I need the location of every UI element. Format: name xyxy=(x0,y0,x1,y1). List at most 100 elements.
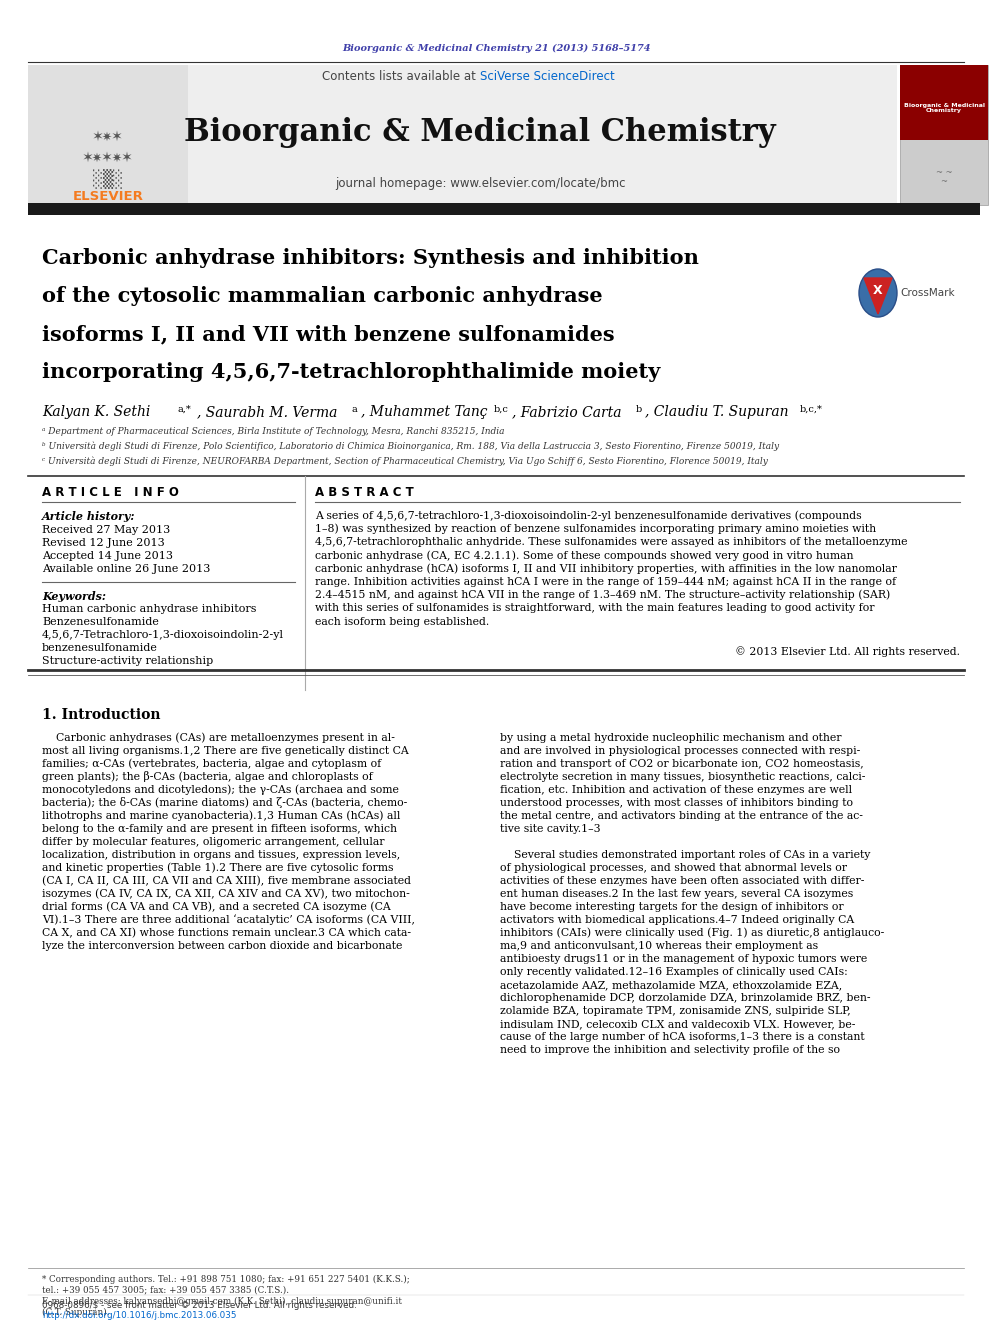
Text: belong to the α-family and are present in fifteen isoforms, which: belong to the α-family and are present i… xyxy=(42,824,397,833)
Text: isoforms I, II and VII with benzene sulfonamides: isoforms I, II and VII with benzene sulf… xyxy=(42,324,615,344)
Text: Kalyan K. Sethi: Kalyan K. Sethi xyxy=(42,405,151,419)
Text: cause of the large number of hCA isoforms,1–3 there is a constant: cause of the large number of hCA isoform… xyxy=(500,1032,865,1043)
Text: Structure-activity relationship: Structure-activity relationship xyxy=(42,656,213,665)
FancyBboxPatch shape xyxy=(28,65,897,205)
Text: journal homepage: www.elsevier.com/locate/bmc: journal homepage: www.elsevier.com/locat… xyxy=(334,176,625,189)
Text: Accepted 14 June 2013: Accepted 14 June 2013 xyxy=(42,550,173,561)
Text: ~ ~
~: ~ ~ ~ xyxy=(935,169,952,187)
Text: a,*: a,* xyxy=(178,405,191,414)
Text: Carbonic anhydrase inhibitors: Synthesis and inhibition: Carbonic anhydrase inhibitors: Synthesis… xyxy=(42,247,699,269)
Text: (C.T. Supuran).: (C.T. Supuran). xyxy=(42,1307,109,1316)
Text: understood processes, with most classes of inhibitors binding to: understood processes, with most classes … xyxy=(500,798,853,808)
Text: families; α-CAs (vertebrates, bacteria, algae and cytoplasm of: families; α-CAs (vertebrates, bacteria, … xyxy=(42,758,381,769)
Text: lithotrophs and marine cyanobacteria).1,3 Human CAs (hCAs) all: lithotrophs and marine cyanobacteria).1,… xyxy=(42,811,401,822)
Text: , Fabrizio Carta: , Fabrizio Carta xyxy=(512,405,622,419)
Text: ELSEVIER: ELSEVIER xyxy=(72,191,144,204)
Text: the metal centre, and activators binding at the entrance of the ac-: the metal centre, and activators binding… xyxy=(500,811,863,822)
Text: fication, etc. Inhibition and activation of these enzymes are well: fication, etc. Inhibition and activation… xyxy=(500,785,852,795)
Text: Bioorganic & Medicinal
Chemistry: Bioorganic & Medicinal Chemistry xyxy=(904,103,984,114)
Text: * Corresponding authors. Tel.: +91 898 751 1080; fax: +91 651 227 5401 (K.K.S.);: * Corresponding authors. Tel.: +91 898 7… xyxy=(42,1274,410,1283)
Text: carbonic anhydrase (CA, EC 4.2.1.1). Some of these compounds showed very good in: carbonic anhydrase (CA, EC 4.2.1.1). Som… xyxy=(315,550,853,561)
Text: inhibitors (CAIs) were clinically used (Fig. 1) as diuretic,8 antiglauco-: inhibitors (CAIs) were clinically used (… xyxy=(500,927,884,938)
Text: http://dx.doi.org/10.1016/j.bmc.2013.06.035: http://dx.doi.org/10.1016/j.bmc.2013.06.… xyxy=(42,1311,236,1320)
Text: green plants); the β-CAs (bacteria, algae and chloroplasts of: green plants); the β-CAs (bacteria, alga… xyxy=(42,771,373,782)
Text: © 2013 Elsevier Ltd. All rights reserved.: © 2013 Elsevier Ltd. All rights reserved… xyxy=(735,647,960,658)
Text: SciVerse ScienceDirect: SciVerse ScienceDirect xyxy=(480,70,615,83)
Text: ma,9 and anticonvulsant,10 whereas their employment as: ma,9 and anticonvulsant,10 whereas their… xyxy=(500,941,818,951)
Text: 4,5,6,7-tetrachlorophthalic anhydride. These sulfonamides were assayed as inhibi: 4,5,6,7-tetrachlorophthalic anhydride. T… xyxy=(315,537,908,548)
Text: Article history:: Article history: xyxy=(42,511,136,521)
Text: isozymes (CA IV, CA IX, CA XII, CA XIV and CA XV), two mitochon-: isozymes (CA IV, CA IX, CA XII, CA XIV a… xyxy=(42,889,410,900)
Text: tel.: +39 055 457 3005; fax: +39 055 457 3385 (C.T.S.).: tel.: +39 055 457 3005; fax: +39 055 457… xyxy=(42,1286,289,1294)
Text: differ by molecular features, oligomeric arrangement, cellular: differ by molecular features, oligomeric… xyxy=(42,837,385,847)
Text: localization, distribution in organs and tissues, expression levels,: localization, distribution in organs and… xyxy=(42,849,400,860)
Text: CrossMark: CrossMark xyxy=(900,288,954,298)
FancyBboxPatch shape xyxy=(28,202,980,216)
Text: a: a xyxy=(352,405,358,414)
Text: have become interesting targets for the design of inhibitors or: have become interesting targets for the … xyxy=(500,902,843,912)
Text: Contents lists available at: Contents lists available at xyxy=(322,70,480,83)
Text: E-mail addresses: kalyansedhi@gmail.com (K.K. Sethi), claudiu.supuran@unifi.it: E-mail addresses: kalyansedhi@gmail.com … xyxy=(42,1297,402,1306)
Text: , Saurabh M. Verma: , Saurabh M. Verma xyxy=(197,405,337,419)
Text: X: X xyxy=(873,284,883,298)
Text: zolamide BZA, topiramate TPM, zonisamide ZNS, sulpiride SLP,: zolamide BZA, topiramate TPM, zonisamide… xyxy=(500,1005,851,1016)
Text: Human carbonic anhydrase inhibitors: Human carbonic anhydrase inhibitors xyxy=(42,605,257,614)
Text: antibioesty drugs11 or in the management of hypoxic tumors were: antibioesty drugs11 or in the management… xyxy=(500,954,867,964)
Text: , Claudiu T. Supuran: , Claudiu T. Supuran xyxy=(645,405,789,419)
Text: monocotyledons and dicotyledons); the γ-CAs (archaea and some: monocotyledons and dicotyledons); the γ-… xyxy=(42,785,399,795)
Text: by using a metal hydroxide nucleophilic mechanism and other: by using a metal hydroxide nucleophilic … xyxy=(500,733,841,744)
FancyBboxPatch shape xyxy=(900,65,988,205)
Text: incorporating 4,5,6,7-tetrachlorophthalimide moiety: incorporating 4,5,6,7-tetrachlorophthali… xyxy=(42,363,661,382)
Text: Carbonic anhydrases (CAs) are metalloenzymes present in al-: Carbonic anhydrases (CAs) are metalloenz… xyxy=(42,733,395,744)
Text: (CA I, CA II, CA III, CA VII and CA XIII), five membrane associated: (CA I, CA II, CA III, CA VII and CA XIII… xyxy=(42,876,411,886)
Text: bacteria); the δ-CAs (marine diatoms) and ζ-CAs (bacteria, chemo-: bacteria); the δ-CAs (marine diatoms) an… xyxy=(42,798,408,808)
FancyBboxPatch shape xyxy=(28,65,188,205)
Text: lyze the interconversion between carbon dioxide and bicarbonate: lyze the interconversion between carbon … xyxy=(42,941,403,951)
Text: carbonic anhydrase (hCA) isoforms I, II and VII inhibitory properties, with affi: carbonic anhydrase (hCA) isoforms I, II … xyxy=(315,564,897,574)
Text: indisulam IND, celecoxib CLX and valdecoxib VLX. However, be-: indisulam IND, celecoxib CLX and valdeco… xyxy=(500,1019,855,1029)
Text: Available online 26 June 2013: Available online 26 June 2013 xyxy=(42,564,210,574)
Text: Keywords:: Keywords: xyxy=(42,590,106,602)
Text: drial forms (CA VA and CA VB), and a secreted CA isozyme (CA: drial forms (CA VA and CA VB), and a sec… xyxy=(42,902,391,913)
Text: A R T I C L E   I N F O: A R T I C L E I N F O xyxy=(42,486,179,499)
Text: b: b xyxy=(636,405,642,414)
Text: A series of 4,5,6,7-tetrachloro-1,3-dioxoisoindolin-2-yl benzenesulfonamide deri: A series of 4,5,6,7-tetrachloro-1,3-diox… xyxy=(315,511,862,521)
Text: range. Inhibition activities against hCA I were in the range of 159–444 nM; agai: range. Inhibition activities against hCA… xyxy=(315,577,896,587)
Text: ent human diseases.2 In the last few years, several CA isozymes: ent human diseases.2 In the last few yea… xyxy=(500,889,853,900)
Text: and are involved in physiological processes connected with respi-: and are involved in physiological proces… xyxy=(500,746,860,755)
Text: 4,5,6,7-Tetrachloro-1,3-dioxoisoindolin-2-yl: 4,5,6,7-Tetrachloro-1,3-dioxoisoindolin-… xyxy=(42,630,284,640)
Text: 1. Introduction: 1. Introduction xyxy=(42,708,161,722)
Text: Bioorganic & Medicinal Chemistry 21 (2013) 5168–5174: Bioorganic & Medicinal Chemistry 21 (201… xyxy=(342,44,650,53)
Text: electrolyte secretion in many tissues, biosynthetic reactions, calci-: electrolyte secretion in many tissues, b… xyxy=(500,773,865,782)
Text: need to improve the inhibition and selectivity profile of the so: need to improve the inhibition and selec… xyxy=(500,1045,840,1054)
Text: tive site cavity.1–3: tive site cavity.1–3 xyxy=(500,824,600,833)
Text: Bioorganic & Medicinal Chemistry: Bioorganic & Medicinal Chemistry xyxy=(185,118,776,148)
Text: only recently validated.12–16 Examples of clinically used CAIs:: only recently validated.12–16 Examples o… xyxy=(500,967,848,976)
Text: Several studies demonstrated important roles of CAs in a variety: Several studies demonstrated important r… xyxy=(500,849,870,860)
Text: Revised 12 June 2013: Revised 12 June 2013 xyxy=(42,538,165,548)
FancyBboxPatch shape xyxy=(900,65,988,140)
Text: ration and transport of CO2 or bicarbonate ion, CO2 homeostasis,: ration and transport of CO2 or bicarbona… xyxy=(500,759,864,769)
Text: b,c,*: b,c,* xyxy=(800,405,823,414)
Text: of the cytosolic mammalian carbonic anhydrase: of the cytosolic mammalian carbonic anhy… xyxy=(42,286,602,306)
Text: , Muhammet Tanç: , Muhammet Tanç xyxy=(361,405,487,419)
Text: activities of these enzymes have been often associated with differ-: activities of these enzymes have been of… xyxy=(500,876,864,886)
Text: dichlorophenamide DCP, dorzolamide DZA, brinzolamide BRZ, ben-: dichlorophenamide DCP, dorzolamide DZA, … xyxy=(500,994,871,1003)
Ellipse shape xyxy=(859,269,897,318)
Text: benzenesulfonamide: benzenesulfonamide xyxy=(42,643,158,654)
Text: 1–8) was synthesized by reaction of benzene sulfonamides incorporating primary a: 1–8) was synthesized by reaction of benz… xyxy=(315,524,876,534)
Text: activators with biomedical applications.4–7 Indeed originally CA: activators with biomedical applications.… xyxy=(500,916,854,925)
Text: VI).1–3 There are three additional ‘acatalytic’ CA isoforms (CA VIII,: VI).1–3 There are three additional ‘acat… xyxy=(42,914,415,925)
Polygon shape xyxy=(864,278,892,314)
Text: acetazolamide AAZ, methazolamide MZA, ethoxzolamide EZA,: acetazolamide AAZ, methazolamide MZA, et… xyxy=(500,980,842,990)
Text: with this series of sulfonamides is straightforward, with the main features lead: with this series of sulfonamides is stra… xyxy=(315,603,875,614)
Text: ᵇ Università degli Studi di Firenze, Polo Scientifico, Laboratorio di Chimica Bi: ᵇ Università degli Studi di Firenze, Pol… xyxy=(42,442,779,451)
Text: ᶜ Università degli Studi di Firenze, NEUROFARBA Department, Section of Pharmaceu: ᶜ Università degli Studi di Firenze, NEU… xyxy=(42,456,768,466)
Text: Benzenesulfonamide: Benzenesulfonamide xyxy=(42,617,159,627)
Text: of physiological processes, and showed that abnormal levels or: of physiological processes, and showed t… xyxy=(500,863,847,873)
Text: 0968-0896/$ - see front matter © 2013 Elsevier Ltd. All rights reserved.: 0968-0896/$ - see front matter © 2013 El… xyxy=(42,1301,357,1310)
Text: CA X, and CA XI) whose functions remain unclear.3 CA which cata-: CA X, and CA XI) whose functions remain … xyxy=(42,927,411,938)
Text: A B S T R A C T: A B S T R A C T xyxy=(315,486,414,499)
Text: Received 27 May 2013: Received 27 May 2013 xyxy=(42,525,171,534)
Text: most all living organisms.1,2 There are five genetically distinct CA: most all living organisms.1,2 There are … xyxy=(42,746,409,755)
